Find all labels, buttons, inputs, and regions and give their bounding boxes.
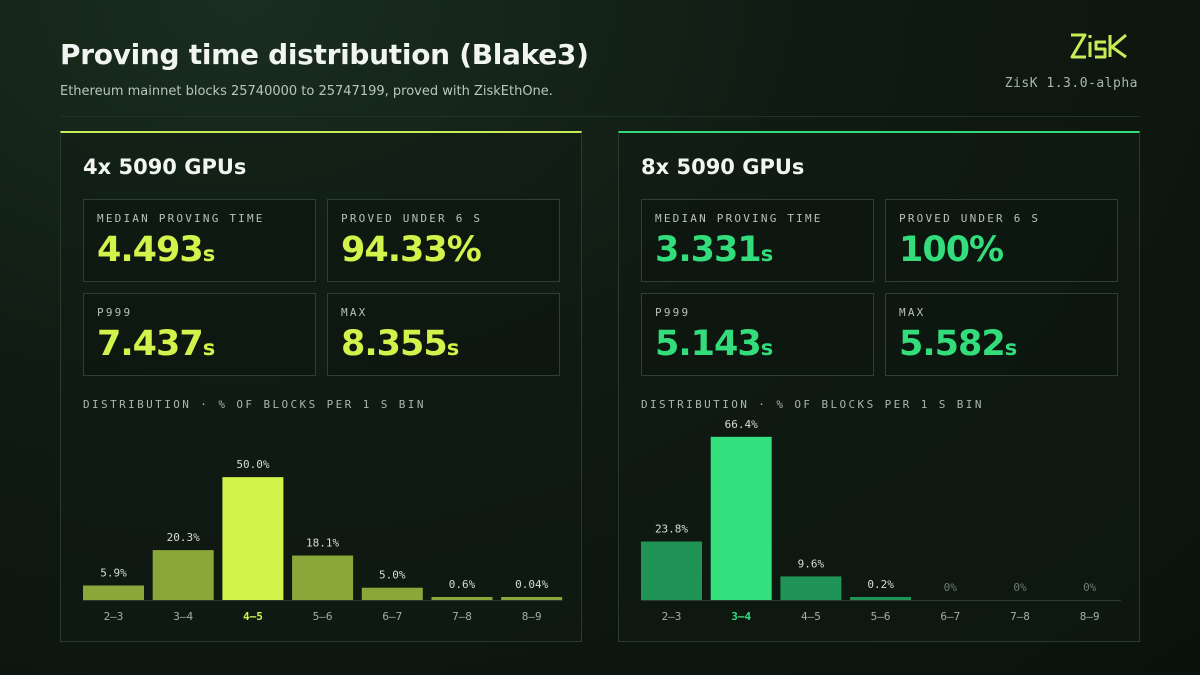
distribution-label: DISTRIBUTION · % OF BLOCKS PER 1 S BIN [83, 398, 426, 411]
stat-max: MAX 5.582s [885, 293, 1118, 376]
x-tick-label: 8–9 [522, 610, 542, 623]
version-label: ZisK 1.3.0-alpha [1004, 76, 1138, 91]
zisk-logo-icon [1070, 33, 1127, 59]
stat-value: 100% [899, 230, 1004, 270]
header-divider [60, 116, 1140, 117]
bar-6–7 [361, 587, 423, 600]
panel-4x-gpus: 4x 5090 GPUs MEDIAN PROVING TIME 4.493s … [60, 131, 582, 642]
page-title: Proving time distribution (Blake3) [60, 38, 589, 71]
stat-value: 8.355s [341, 324, 460, 364]
x-tick-label: 6–7 [382, 610, 402, 623]
bar-7–8 [431, 597, 493, 600]
x-tick-label: 3–4 [731, 610, 751, 623]
bar-value-label: 5.0% [379, 569, 406, 582]
panel-title: 4x 5090 GPUs [83, 155, 247, 179]
stat-median: MEDIAN PROVING TIME 3.331s [641, 199, 874, 282]
bar-value-label: 66.4% [725, 418, 758, 431]
stat-value: 3.331s [655, 230, 774, 270]
stat-label: MAX [341, 306, 368, 319]
stat-under6: PROVED UNDER 6 S 94.33% [327, 199, 560, 282]
x-tick-label: 7–8 [452, 610, 472, 623]
stat-max: MAX 8.355s [327, 293, 560, 376]
bar-value-label: 0% [1013, 581, 1027, 594]
stat-value: 5.582s [899, 324, 1018, 364]
bar-value-label: 0.6% [449, 578, 476, 591]
bar-value-label: 50.0% [236, 458, 269, 471]
bar-3–4 [710, 436, 772, 600]
stat-label: MEDIAN PROVING TIME [97, 212, 265, 225]
bar-value-label: 0.04% [515, 578, 548, 591]
stat-label: MEDIAN PROVING TIME [655, 212, 823, 225]
bar-value-label: 0% [944, 581, 958, 594]
stat-label: MAX [899, 306, 926, 319]
bar-value-label: 9.6% [798, 557, 825, 570]
bar-4–5 [780, 576, 842, 600]
bar-value-label: 5.9% [100, 567, 127, 580]
x-tick-label: 4–5 [801, 610, 821, 623]
distribution-chart: 5.9% 2–3 20.3% 3–4 50.0% 4–5 18.1% 5–6 5.0% 6–7 0.… [83, 458, 563, 623]
stat-value: 5.143s [655, 324, 774, 364]
stat-label: PROVED UNDER 6 S [341, 212, 483, 225]
x-tick-label: 4–5 [243, 610, 263, 623]
stat-under6: PROVED UNDER 6 S 100% [885, 199, 1118, 282]
bar-value-label: 20.3% [167, 531, 200, 544]
bar-2–3 [83, 585, 144, 600]
bar-4–5 [222, 477, 284, 600]
panel-title: 8x 5090 GPUs [641, 155, 805, 179]
stat-label: P999 [655, 306, 691, 319]
x-tick-label: 5–6 [871, 610, 891, 623]
stat-value: 7.437s [97, 324, 216, 364]
bar-2–3 [641, 541, 702, 600]
page-subtitle: Ethereum mainnet blocks 25740000 to 2574… [60, 84, 553, 99]
bar-5–6 [850, 597, 912, 600]
stat-median: MEDIAN PROVING TIME 4.493s [83, 199, 316, 282]
stat-value: 4.493s [97, 230, 216, 270]
x-tick-label: 6–7 [940, 610, 960, 623]
stat-value: 94.33% [341, 230, 482, 270]
x-tick-label: 8–9 [1080, 610, 1100, 623]
x-tick-label: 3–4 [173, 610, 193, 623]
bar-3–4 [152, 550, 214, 600]
bar-value-label: 0.2% [867, 578, 894, 591]
x-tick-label: 7–8 [1010, 610, 1030, 623]
bar-value-label: 23.8% [655, 523, 688, 536]
distribution-chart: 23.8% 2–3 66.4% 3–4 9.6% 4–5 0.2% 5–6 0% 6–7 0% 7–8… [641, 418, 1121, 623]
bar-value-label: 0% [1083, 581, 1097, 594]
x-tick-label: 2–3 [104, 610, 124, 623]
bar-8–9 [501, 597, 563, 600]
stat-p999: P999 7.437s [83, 293, 316, 376]
x-tick-label: 2–3 [662, 610, 682, 623]
bar-value-label: 18.1% [306, 537, 339, 550]
bar-5–6 [292, 555, 354, 600]
x-tick-label: 5–6 [313, 610, 333, 623]
distribution-label: DISTRIBUTION · % OF BLOCKS PER 1 S BIN [641, 398, 984, 411]
panel-8x-gpus: 8x 5090 GPUs MEDIAN PROVING TIME 3.331s … [618, 131, 1140, 642]
stat-label: PROVED UNDER 6 S [899, 212, 1041, 225]
stat-label: P999 [97, 306, 133, 319]
stat-p999: P999 5.143s [641, 293, 874, 376]
